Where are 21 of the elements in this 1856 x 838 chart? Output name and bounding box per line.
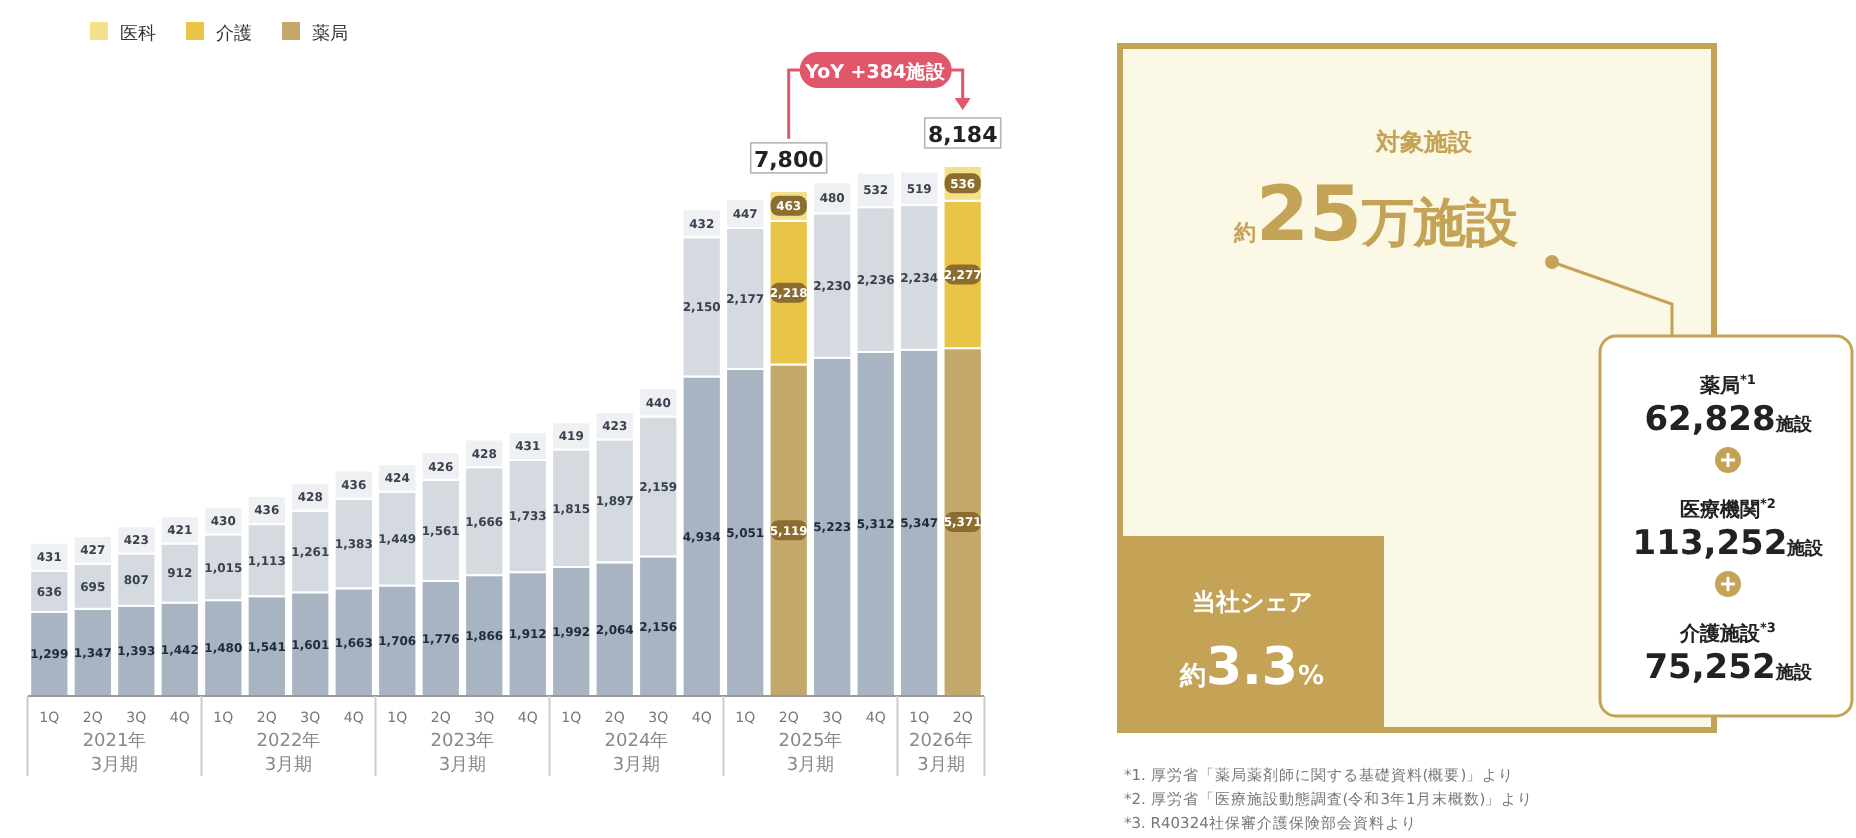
text: 2022年 3月期: [256, 730, 321, 776]
text: 当社シェア: [1192, 588, 1312, 616]
text: 2026年 3月期: [909, 730, 973, 776]
total-label: 8,184: [927, 122, 999, 148]
text: 2024年 3月期: [604, 730, 669, 776]
legend-label: 薬局: [312, 23, 348, 45]
category-label: 介護施設$^{*3}$: [1678, 620, 1776, 646]
total-label: 7,800: [753, 146, 825, 173]
text: 62,828施設: [1644, 400, 1812, 440]
text: 113,252施設: [1632, 524, 1824, 564]
text: 2021年 3月期: [82, 730, 147, 776]
text: 2023年 3月期: [430, 730, 495, 776]
category-label: 医療機関$^{*2}$: [1680, 496, 1776, 522]
text: 対象施設: [1374, 128, 1474, 156]
text: 2025年 3月期: [778, 730, 843, 776]
text: YoY +384施設: [803, 60, 949, 84]
text: 75,252施設: [1644, 648, 1812, 688]
text: 約3.3%: [1177, 638, 1325, 698]
legend-label: 介護: [216, 23, 252, 45]
category-label: 薬局$^{*1}$: [1698, 372, 1757, 398]
legend-label: 医科: [120, 23, 156, 45]
